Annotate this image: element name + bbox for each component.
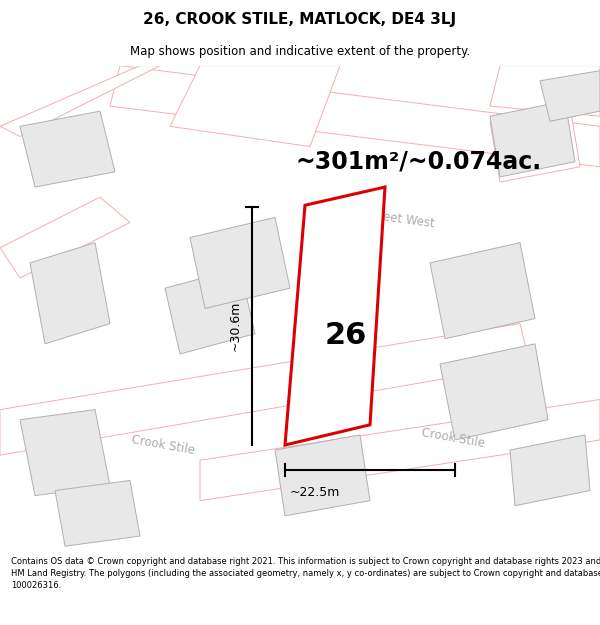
- Polygon shape: [440, 344, 548, 440]
- Text: ~301m²/~0.074ac.: ~301m²/~0.074ac.: [295, 150, 541, 174]
- Text: Map shows position and indicative extent of the property.: Map shows position and indicative extent…: [130, 45, 470, 58]
- Polygon shape: [490, 101, 575, 177]
- Polygon shape: [165, 268, 255, 354]
- Polygon shape: [170, 66, 340, 146]
- Polygon shape: [110, 66, 600, 167]
- Polygon shape: [190, 217, 290, 308]
- Polygon shape: [0, 324, 530, 455]
- Polygon shape: [55, 481, 140, 546]
- Polygon shape: [20, 111, 115, 187]
- Text: Crook Stile: Crook Stile: [130, 433, 195, 457]
- Text: 26, CROOK STILE, MATLOCK, DE4 3LJ: 26, CROOK STILE, MATLOCK, DE4 3LJ: [143, 12, 457, 27]
- Text: ~30.6m: ~30.6m: [229, 301, 242, 351]
- Polygon shape: [0, 197, 130, 278]
- Text: Contains OS data © Crown copyright and database right 2021. This information is : Contains OS data © Crown copyright and d…: [11, 557, 600, 590]
- Polygon shape: [510, 435, 590, 506]
- Polygon shape: [490, 106, 580, 182]
- Polygon shape: [30, 242, 110, 344]
- Polygon shape: [540, 71, 600, 121]
- Text: Crook Stile: Crook Stile: [420, 426, 485, 450]
- Polygon shape: [285, 187, 385, 445]
- Polygon shape: [20, 409, 110, 496]
- Polygon shape: [430, 242, 535, 339]
- Polygon shape: [275, 435, 370, 516]
- Polygon shape: [0, 66, 160, 136]
- Text: Smeyrey Street West: Smeyrey Street West: [310, 200, 436, 231]
- Text: ~22.5m: ~22.5m: [290, 486, 340, 499]
- Polygon shape: [490, 66, 600, 116]
- Polygon shape: [200, 399, 600, 501]
- Text: 26: 26: [325, 321, 367, 350]
